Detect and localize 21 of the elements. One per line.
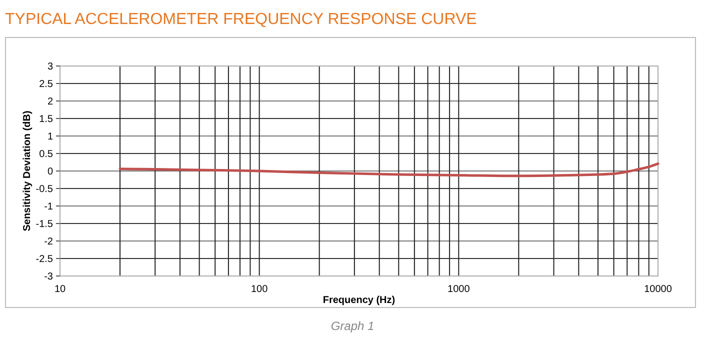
y-tick-label: 0.5 — [39, 149, 54, 160]
y-tick-label: 2 — [47, 96, 54, 108]
x-axis-title: Frequency (Hz) — [322, 295, 396, 306]
x-tick-label: 10000 — [644, 284, 672, 295]
y-tick-label: 1 — [47, 132, 54, 142]
y-axis-title: Sensitivity Deviation (dB) — [22, 110, 33, 232]
y-tick-label: -2 — [44, 236, 54, 248]
y-tick-label: 3 — [47, 62, 54, 72]
y-tick-label: 1.5 — [39, 114, 54, 125]
x-tick-label: 100 — [250, 284, 268, 295]
caption: Graph 1 — [330, 319, 374, 333]
y-tick-label: 0 — [47, 166, 54, 178]
y-tick-label: -2.5 — [36, 254, 54, 265]
y-tick-label: -1 — [44, 202, 54, 212]
chart-title: TYPICAL ACCELEROMETER FREQUENCY RESPONSE CURVE — [5, 11, 477, 28]
x-tick-label: 1000 — [448, 284, 470, 295]
y-tick-label: 2.5 — [39, 79, 54, 90]
y-tick-label: -3 — [44, 272, 54, 282]
y-tick-label: -1.5 — [36, 219, 54, 230]
y-tick-label: -0.5 — [36, 184, 54, 195]
x-tick-label: 10 — [54, 284, 66, 295]
